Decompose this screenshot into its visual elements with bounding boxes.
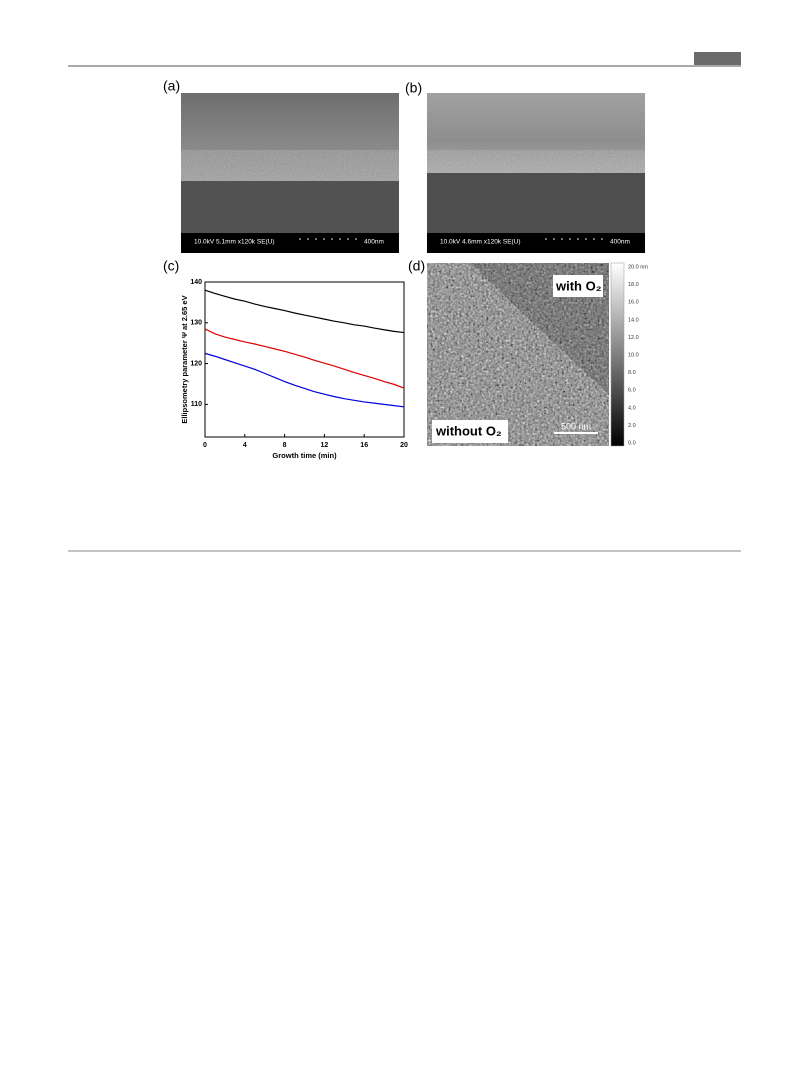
- colorbar-label: 14.0: [628, 317, 639, 323]
- y-tick-label: 130: [190, 320, 202, 327]
- colorbar-label: 16.0: [628, 300, 639, 306]
- y-axis-label: Ellipsometry parameter Ψ at 2.65 eV: [180, 295, 189, 423]
- afm-image: [427, 262, 625, 447]
- data-line: [204, 352, 405, 408]
- annotation: with O₂: [555, 278, 602, 293]
- data-line: [204, 289, 405, 334]
- data-line: [204, 328, 405, 389]
- colorbar-label: 18.0: [628, 282, 639, 288]
- x-tick-label: 20: [400, 442, 408, 449]
- colorbar-label: 8.0: [628, 370, 636, 376]
- x-tick-label: 12: [321, 442, 329, 449]
- colorbar-label: 20.0 nm: [628, 264, 648, 270]
- sem-info: 10.0kV 5.1mm x120k SE(U): [194, 239, 275, 246]
- colorbar-label: 6.0: [628, 388, 636, 394]
- chart: 110 120 130 140 0 4 8 12 16 20 Growth time (min) El…: [180, 279, 408, 460]
- colorbar-labels: 20.0 nm 18.0 16.0 14.0 12.0 10.0 8.0 6.0 4.0 2.0 0…: [628, 264, 648, 446]
- sem-image: [181, 93, 399, 253]
- colorbar-label: 10.0: [628, 352, 639, 358]
- x-tick-label: 4: [243, 442, 247, 449]
- sem-info: 10.0kV 4.6mm x120k SE(U): [440, 239, 521, 246]
- panel-label: (c): [163, 258, 179, 274]
- panel-label: (a): [163, 78, 180, 94]
- colorbar-label: 0.0: [628, 440, 636, 446]
- y-tick-label: 120: [190, 360, 202, 367]
- panel-label: (b): [405, 80, 422, 96]
- sem-scale: 400nm: [610, 239, 630, 246]
- colorbar-label: 4.0: [628, 405, 636, 411]
- colorbar-label: 12.0: [628, 335, 639, 341]
- sem-scale: 400nm: [364, 239, 384, 246]
- plot-frame: [204, 281, 405, 438]
- afm-scale: 500 nm: [561, 421, 591, 431]
- x-axis-label: Growth time (min): [272, 451, 337, 460]
- sem-image: [427, 93, 645, 253]
- x-tick-label: 8: [283, 442, 287, 449]
- header-box: [694, 52, 741, 65]
- panel-label: (d): [408, 258, 425, 274]
- x-tick-label: 0: [203, 442, 207, 449]
- colorbar-label: 2.0: [628, 423, 636, 429]
- y-tick-label: 110: [191, 401, 202, 408]
- annotation: without O₂: [435, 423, 502, 438]
- x-tick-label: 16: [360, 442, 368, 449]
- y-tick-label: 140: [190, 279, 202, 286]
